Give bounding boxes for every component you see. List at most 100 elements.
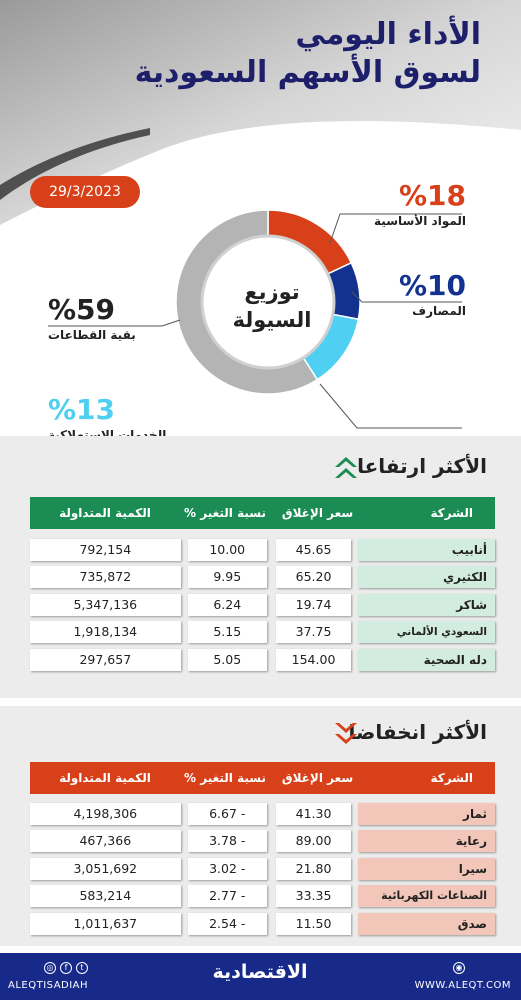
cell-company: أنابيب	[358, 538, 495, 561]
donut-center-title: توزيع السيولة	[222, 278, 322, 334]
facebook-icon[interactable]: f	[60, 962, 72, 974]
gainers-table: أنابيب 45.65 10.00 792,154 الكثيري 65.20…	[30, 536, 495, 674]
instagram-icon[interactable]: ◎	[44, 962, 56, 974]
table-row: سيرا 21.80 3.02 - 3,051,692	[30, 855, 495, 883]
cell-change: 2.54 -	[187, 912, 267, 935]
cell-company: ثمار	[358, 802, 495, 825]
header-qty: الكمية المتداولة	[59, 506, 151, 520]
cell-company: الصناعات الكهربائية	[358, 885, 495, 908]
table-row: رعاية 89.00 3.78 - 467,366	[30, 828, 495, 856]
donut-hole	[200, 234, 336, 370]
losers-title: الأكثر انخفاضا	[348, 720, 487, 744]
slice-pct-label: %18	[398, 179, 466, 212]
cell-change: 9.95	[187, 566, 267, 589]
cell-qty: 3,051,692	[30, 857, 181, 880]
donut-title-line1: توزيع	[244, 280, 300, 304]
table-row: أنابيب 45.65 10.00 792,154	[30, 536, 495, 564]
gainers-table-header: الشركة سعر الإغلاق نسبة التغير % الكمية …	[30, 497, 495, 529]
cell-qty: 583,214	[30, 885, 181, 908]
table-row: ثمار 41.30 6.67 - 4,198,306	[30, 800, 495, 828]
header-company: الشركة	[430, 506, 473, 520]
gainers-section: الأكثر ارتفاعا الشركة سعر الإغلاق نسبة ا…	[0, 436, 521, 698]
cell-close: 33.35	[275, 885, 352, 908]
cell-close: 154.00	[275, 648, 352, 671]
cell-change: 6.24	[187, 593, 267, 616]
slice-pct-label: %13	[48, 393, 116, 426]
cell-qty: 1,011,637	[30, 912, 181, 935]
header-close: سعر الإغلاق	[281, 506, 354, 520]
cell-qty: 4,198,306	[30, 802, 181, 825]
cell-close: 37.75	[275, 621, 352, 644]
website-link[interactable]: WWW.ALEQT.COM	[414, 980, 511, 991]
callout-others: %59 بقية القطاعات	[48, 294, 136, 344]
table-row: الكثيري 65.20 9.95 735,872	[30, 564, 495, 592]
gainers-title: الأكثر ارتفاعا	[357, 454, 487, 478]
date-badge: 29/3/2023	[30, 176, 140, 208]
slice-label: المواد الأساسية	[374, 214, 466, 228]
liquidity-donut-chart	[48, 209, 462, 429]
cell-change: 3.78 -	[187, 830, 267, 853]
cell-company: السعودي الألماني الصحية	[358, 621, 495, 660]
cell-close: 45.65	[275, 538, 352, 561]
globe-icon: ◉	[453, 962, 465, 974]
table-row: السعودي الألماني الصحية 37.75 5.15 1,918…	[30, 619, 495, 660]
cell-close: 21.80	[275, 857, 352, 880]
cell-change: 5.05	[187, 648, 267, 671]
cell-qty: 5,347,136	[30, 593, 181, 616]
header-change: نسبة التغير %	[184, 506, 266, 520]
cell-qty: 297,657	[30, 648, 181, 671]
leader-line-materials	[329, 213, 462, 244]
header-close: سعر الإغلاق	[281, 771, 354, 785]
header-change: نسبة التغير %	[184, 771, 266, 785]
cell-qty: 792,154	[30, 538, 181, 561]
slice-pct-label: %10	[398, 269, 466, 302]
leader-line-others	[48, 319, 181, 327]
page-title-line2: لسوق الأسهم السعودية	[134, 55, 481, 90]
losers-section: الأكثر انخفاضا الشركة سعر الإغلاق نسبة ا…	[0, 706, 521, 946]
page-title-line1: الأداء اليومي	[295, 17, 481, 52]
brand-logo: الاقتصادية	[212, 961, 308, 983]
table-row: دله الصحية 154.00 5.05 297,657	[30, 646, 495, 674]
cell-qty: 1,918,134	[30, 621, 181, 644]
cell-qty: 467,366	[30, 830, 181, 853]
twitter-icon[interactable]: t	[76, 962, 88, 974]
table-row: الصناعات الكهربائية 33.35 2.77 - 583,214	[30, 883, 495, 911]
double-chevron-up-icon	[335, 457, 357, 478]
donut-title-line2: السيولة	[232, 308, 312, 332]
leader-line-banks	[351, 291, 462, 303]
callout-materials: %18 المواد الأساسية	[374, 180, 466, 230]
social-handle[interactable]: ALEQTISADIAH	[8, 980, 89, 991]
page-title: الأداء اليومي لسوق الأسهم السعودية	[61, 16, 481, 92]
table-row: شاكر 19.74 6.24 5,347,136	[30, 591, 495, 619]
cell-company: سيرا	[358, 857, 495, 880]
table-row: صدق 11.50 2.54 - 1,011,637	[30, 910, 495, 938]
cell-close: 19.74	[275, 593, 352, 616]
cell-company: الكثيري	[358, 566, 495, 589]
slice-label: المصارف	[412, 304, 466, 318]
callout-banks: %10 المصارف	[399, 270, 466, 320]
slice-label: بقية القطاعات	[48, 328, 136, 342]
cell-change: 10.00	[187, 538, 267, 561]
slice-pct-label: %59	[48, 293, 116, 326]
cell-company: رعاية	[358, 830, 495, 853]
footer-bar: ◎ f t ALEQTISADIAH الاقتصادية ◉ WWW.ALEQ…	[0, 953, 521, 1000]
header-qty: الكمية المتداولة	[59, 771, 151, 785]
cell-company: صدق	[358, 912, 495, 935]
losers-table-header: الشركة سعر الإغلاق نسبة التغير % الكمية …	[30, 762, 495, 794]
leader-line-consumer	[319, 383, 462, 429]
cell-close: 65.20	[275, 566, 352, 589]
cell-change: 5.15	[187, 621, 267, 644]
cell-close: 41.30	[275, 802, 352, 825]
header-background	[0, 0, 521, 225]
cell-close: 89.00	[275, 830, 352, 853]
cell-company: شاكر	[358, 593, 495, 616]
cell-change: 3.02 -	[187, 857, 267, 880]
cell-qty: 735,872	[30, 566, 181, 589]
header-banner: الأداء اليومي لسوق الأسهم السعودية	[0, 0, 521, 230]
cell-company: دله الصحية	[358, 648, 495, 671]
cell-change: 2.77 -	[187, 885, 267, 908]
losers-table: ثمار 41.30 6.67 - 4,198,306 رعاية 89.00 …	[30, 800, 495, 938]
double-chevron-down-icon	[335, 723, 357, 744]
cell-change: 6.67 -	[187, 802, 267, 825]
header-company: الشركة	[430, 771, 473, 785]
